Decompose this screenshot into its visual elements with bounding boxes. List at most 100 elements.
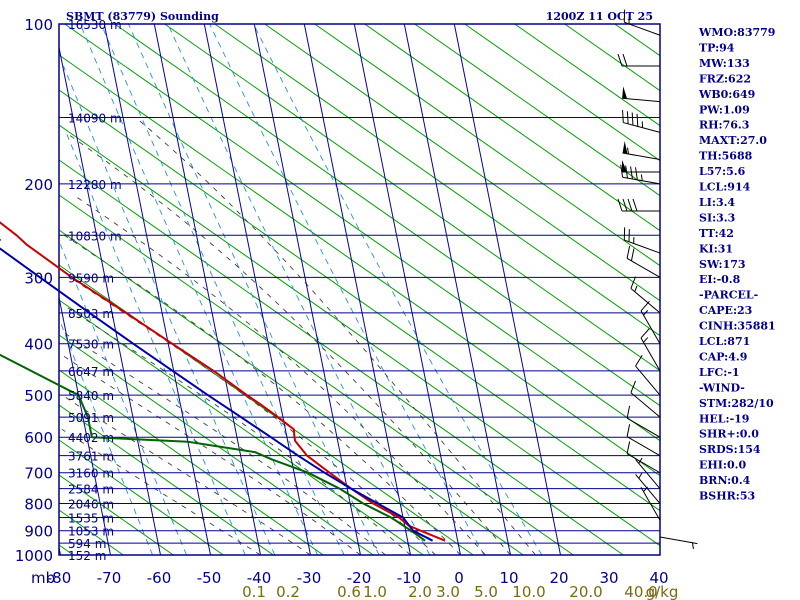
index-value: MW:133 — [699, 57, 750, 70]
wind-barb-flag — [622, 53, 628, 67]
wind-barb-staff — [624, 239, 661, 254]
index-value: TT:42 — [699, 227, 734, 240]
wind-barb-flag — [630, 276, 637, 289]
wind-barb-flag — [626, 111, 629, 124]
wind-barb-staff — [623, 122, 661, 133]
mixing-ratio-axis-labels: 0.1 0.2 0.6 1.0 2.0 3.0 5.0 10.0 20.0 40.0g/kg — [242, 583, 678, 600]
moist-adiabat-line — [61, 429, 261, 556]
wind-barb — [626, 424, 661, 457]
station-title: SBMT (83779) Sounding — [66, 10, 219, 23]
isotherm-line — [253, 23, 361, 556]
dry-adiabat-line — [264, 23, 661, 302]
wind-barb — [640, 300, 661, 344]
mixing-ratio-label: 2.0 — [408, 583, 432, 600]
mixing-ratio-label: 0.1 — [242, 583, 266, 600]
isotherm-line — [103, 23, 211, 556]
isotherm-line — [303, 23, 411, 556]
wind-barb-half-flag — [640, 174, 643, 181]
moist-adiabat-line — [64, 305, 411, 556]
moist-adiabat-line — [61, 354, 361, 556]
wind-barb-staff — [659, 536, 698, 545]
wind-barb — [623, 9, 661, 36]
wind-barb-flag — [636, 113, 639, 127]
pressure-tick-label: 1000 — [15, 547, 53, 565]
wind-barb-staff — [624, 21, 661, 36]
wind-barb-pennant — [622, 141, 628, 154]
isotherm-line — [403, 23, 511, 556]
height-label: 14090 m — [68, 112, 122, 126]
mixing-ratio-label: 10.0 — [512, 583, 545, 600]
index-value: -PARCEL- — [699, 289, 758, 302]
temperature-tick-label: 10 — [499, 569, 518, 587]
index-value: FRZ:622 — [699, 72, 751, 85]
wind-barb-flag — [626, 405, 631, 419]
pressure-tick-label: 200 — [24, 176, 53, 194]
dry-adiabat-line — [214, 23, 661, 337]
temperature-tick-label: -60 — [147, 569, 172, 587]
wind-barb — [626, 245, 661, 278]
wind-barb — [617, 198, 660, 212]
pressure-tick-label: 900 — [24, 523, 53, 541]
wind-barb-staff — [626, 257, 661, 278]
dewpoint-line — [0, 238, 426, 542]
mixing-ratio-line — [63, 65, 276, 556]
index-value: -WIND- — [699, 381, 745, 394]
wind-barb — [620, 164, 661, 185]
dry-adiabat-line — [364, 23, 661, 232]
dry-adiabat-line — [464, 23, 661, 162]
wind-barb-flag — [632, 198, 638, 212]
wind-barb-staff — [622, 176, 661, 185]
temperature-tick-label: 0 — [454, 569, 464, 587]
dry-adiabat-line — [58, 369, 324, 556]
index-value: BSHR:53 — [699, 490, 755, 503]
dry-adiabat-line — [58, 194, 574, 556]
index-value: STM:282/10 — [699, 397, 774, 410]
index-value: PW:1.09 — [699, 103, 750, 116]
pressure-tick-label: 600 — [24, 429, 53, 447]
isotherm-line — [153, 23, 261, 556]
height-label: 2046 m — [68, 498, 114, 512]
wind-barb — [623, 227, 661, 254]
pressure-tick-label: 100 — [24, 16, 53, 34]
index-value: SI:3.3 — [699, 211, 735, 224]
wind-barb-half-flag — [643, 486, 649, 492]
wind-barb — [640, 486, 661, 521]
wind-barb — [617, 53, 660, 67]
temperature-tick-label: -70 — [97, 569, 122, 587]
wind-barb — [635, 355, 661, 396]
index-value: LI:3.4 — [699, 196, 735, 209]
temperature-tick-label: -30 — [297, 569, 322, 587]
index-value: BRN:0.4 — [699, 474, 751, 487]
wind-barb-flag — [625, 165, 628, 179]
pressure-tick-label: 700 — [24, 465, 53, 483]
dry-adiabat-line — [314, 23, 661, 267]
temperature-tick-label: -50 — [197, 569, 222, 587]
height-label: 152 m — [68, 549, 106, 563]
wind-barb-flag — [622, 198, 628, 212]
height-label: 1053 m — [68, 525, 114, 539]
wind-barb-staff — [630, 392, 661, 418]
wind-barb-flag — [631, 112, 634, 126]
height-label: 10830 m — [68, 229, 122, 243]
index-value: EI:-0.8 — [699, 273, 741, 286]
moist-adiabat-line — [65, 132, 511, 556]
wind-barb — [635, 472, 661, 504]
height-label: 3761 m — [68, 450, 114, 464]
wind-barb-flag — [627, 198, 633, 212]
index-value: CINH:35881 — [699, 320, 776, 333]
wind-barb-flag — [640, 300, 650, 312]
temperature-tick-label: -10 — [397, 569, 422, 587]
dry-adiabat-line — [114, 23, 661, 407]
index-value: SW:173 — [699, 258, 746, 271]
index-value: WMO:83779 — [698, 26, 775, 39]
temperature-tick-label: -80 — [47, 569, 72, 587]
dry-adiabat-line — [58, 229, 524, 556]
mixing-ratio-label: 0.6 — [337, 583, 361, 600]
height-label: 12280 m — [68, 178, 122, 192]
wind-barb-staff — [630, 288, 661, 314]
temperature-tick-label: 20 — [549, 569, 568, 587]
wind-barb-flag — [640, 328, 650, 339]
index-value: CAP:4.9 — [699, 350, 747, 363]
dry-adiabat-line — [564, 23, 661, 92]
